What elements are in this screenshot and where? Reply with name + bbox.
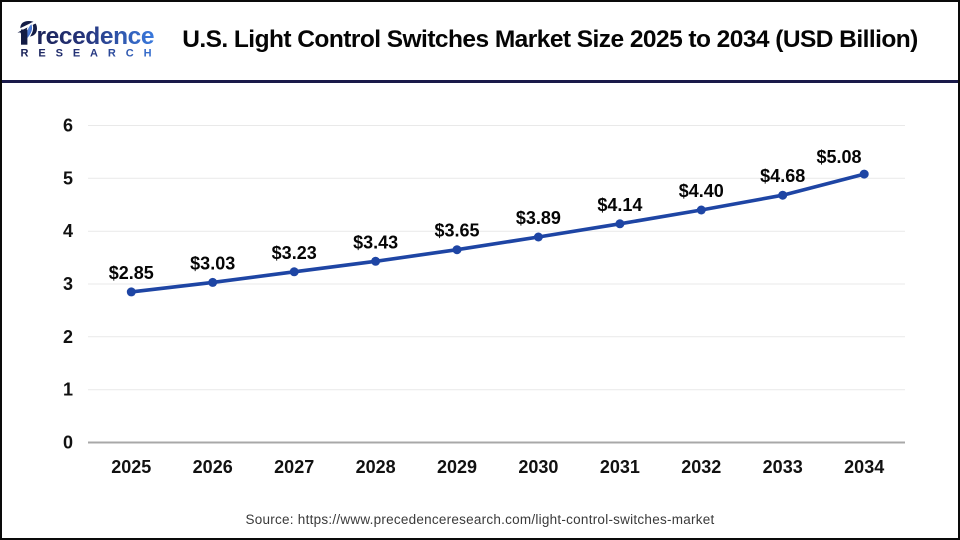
svg-text:$4.68: $4.68 [760, 166, 805, 186]
svg-text:$5.08: $5.08 [816, 147, 861, 167]
svg-text:$3.43: $3.43 [353, 232, 398, 252]
svg-text:5: 5 [63, 168, 73, 188]
svg-text:$4.40: $4.40 [679, 181, 724, 201]
svg-text:$3.03: $3.03 [190, 253, 235, 273]
svg-text:2030: 2030 [518, 457, 558, 477]
svg-text:$2.85: $2.85 [109, 263, 154, 283]
svg-text:3: 3 [63, 274, 73, 294]
svg-text:0: 0 [63, 433, 73, 453]
svg-text:$3.23: $3.23 [272, 243, 317, 263]
svg-text:1: 1 [63, 380, 73, 400]
svg-text:RESEARCH: RESEARCH [21, 48, 162, 60]
svg-text:$4.14: $4.14 [597, 195, 642, 215]
svg-text:2029: 2029 [437, 457, 477, 477]
svg-text:$3.89: $3.89 [516, 208, 561, 228]
svg-text:4: 4 [63, 221, 73, 241]
svg-text:2027: 2027 [274, 457, 314, 477]
svg-text:2025: 2025 [111, 457, 151, 477]
svg-text:6: 6 [63, 116, 73, 136]
svg-text:2032: 2032 [681, 457, 721, 477]
svg-text:2033: 2033 [763, 457, 803, 477]
svg-text:2026: 2026 [193, 457, 233, 477]
svg-text:$3.65: $3.65 [434, 221, 479, 241]
svg-text:2028: 2028 [356, 457, 396, 477]
svg-text:2031: 2031 [600, 457, 640, 477]
svg-text:recedence: recedence [37, 23, 155, 50]
svg-text:2034: 2034 [844, 457, 884, 477]
svg-text:2: 2 [63, 327, 73, 347]
